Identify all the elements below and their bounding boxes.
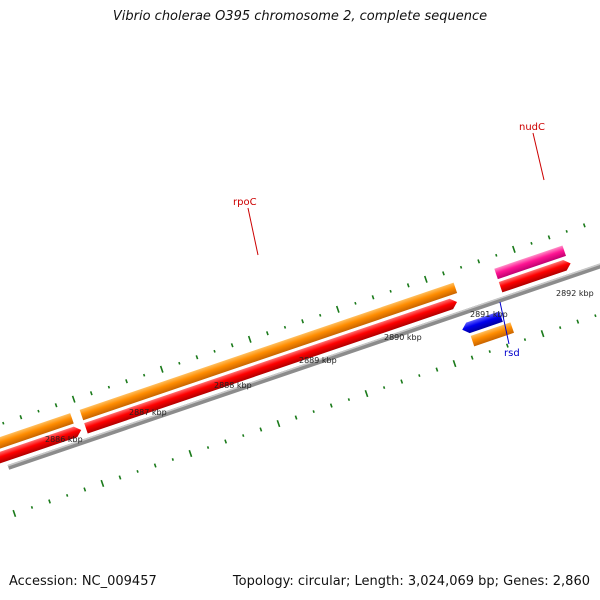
scale-tick [329,403,333,408]
scale-tick [470,355,474,360]
inner-tick-row [12,314,597,518]
scale-tick [371,295,375,300]
scale-tick [505,343,509,348]
scale-tick [142,373,146,377]
scale-tick [2,421,5,425]
scale-tick [540,330,545,338]
scale-tick [66,494,69,497]
chromosome-backbone-highlight [7,245,600,467]
scale-label-2891: 2891 kbp [470,310,508,319]
scale-tick [459,265,463,269]
scale-tick [125,379,128,384]
scale-tick [83,487,87,492]
scale-tick [242,434,245,437]
scale-tick [435,367,439,372]
scale-tick [442,271,445,276]
scale-tick [312,410,315,413]
scale-tick [100,479,105,488]
scale-label-2890: 2890 kbp [384,333,422,342]
scale-tick [354,301,357,305]
scale-tick [171,458,174,461]
chromosome-backbone [7,245,600,470]
scale-tick [418,374,421,378]
sequence-summary: Topology: circular; Length: 3,024,069 bp… [232,574,590,589]
scale-tick [136,470,139,473]
scale-tick [283,325,287,329]
scale-tick [294,415,298,420]
scale-label-2888: 2888 kbp [214,381,252,390]
scale-tick [488,350,491,354]
scale-tick [364,389,369,398]
gene-arc-rpoC [79,282,458,421]
scale-tick [159,365,164,373]
scale-tick [206,446,210,449]
scale-tick [195,355,199,360]
outer-tick-row [2,223,586,425]
scale-tick [89,391,93,396]
scale-tick [565,229,568,233]
scale-label-2886: 2886 kbp [45,435,83,444]
scale-tick [178,361,181,365]
scale-tick [382,386,386,390]
scale-tick [423,275,428,283]
scale-tick [19,415,23,420]
gene-arc-rsd-upper [470,322,514,347]
scale-tick [523,338,527,342]
scale-tick [247,335,252,343]
scale-tick [406,283,410,288]
scale-tick [118,475,122,480]
scale-label-2892: 2892 kbp [556,289,594,298]
gene-arc-left [0,413,74,458]
scale-tick [213,349,216,353]
accession-label: Accession: NC_009457 [9,574,157,589]
scale-tick [582,223,586,228]
cds-arc-nudC [498,260,571,293]
nudC-leader-line [532,132,545,181]
scale-tick [54,403,58,408]
scale-tick [400,379,404,384]
scale-label-2887: 2887 kbp [129,408,167,417]
scale-tick [12,509,17,518]
scale-tick [477,259,481,264]
gene-arc-rsd [462,311,503,334]
scale-tick [335,305,340,313]
scale-tick [30,506,34,509]
scale-tick [389,289,392,293]
scale-tick [48,499,51,504]
scale-tick [224,439,228,444]
scale-tick [452,360,457,368]
map-title: Vibrio cholerae O395 chromosome 2, compl… [112,9,488,24]
gene-label-rsd[interactable]: rsd [504,348,520,359]
scale-tick [71,395,76,403]
scale-tick [530,241,533,245]
scale-tick [594,314,597,318]
scale-tick [301,319,305,324]
scale-tick [512,245,516,253]
scale-tick [259,427,263,432]
gene-arc-nudC [494,245,566,280]
gene-label-rpoC[interactable]: rpoC [233,197,257,208]
scale-tick [265,331,269,336]
cds-arc-left [0,426,82,471]
scale-tick [319,313,322,317]
scale-tick [276,419,281,428]
rpoC-leader-line [247,207,259,256]
gene-label-nudC[interactable]: nudC [519,122,545,133]
scale-tick [188,449,193,458]
scale-tick [37,409,40,413]
scale-tick [347,398,351,401]
rsd-leader-line [499,301,510,345]
cds-arc-rpoC [84,298,458,434]
scale-tick [547,235,551,240]
scale-tick [495,253,498,257]
scale-label-2889: 2889 kbp [299,356,337,365]
scale-tick [107,385,111,389]
scale-tick [230,343,234,348]
scale-tick [576,319,580,324]
scale-tick [153,463,157,468]
scale-tick [559,326,562,330]
